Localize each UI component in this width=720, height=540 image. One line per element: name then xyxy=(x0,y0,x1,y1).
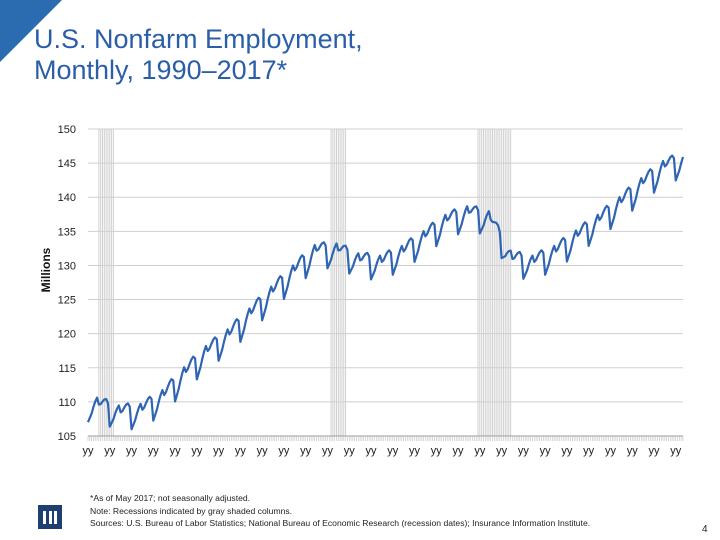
y-tick-label-120: 120 xyxy=(58,329,76,341)
y-tick-label-125: 125 xyxy=(58,295,76,307)
x-tick-label: yy xyxy=(300,445,312,457)
x-tick-label: yy xyxy=(605,445,617,457)
footnote-recession: Note: Recessions indicated by gray shade… xyxy=(90,505,293,516)
x-tick-label: yy xyxy=(561,445,573,457)
y-axis-ticks: 105 110 115 120 125 130 135 140 145 150 xyxy=(58,124,76,443)
x-tick-label: yy xyxy=(148,445,160,457)
y-tick-label-110: 110 xyxy=(58,397,76,409)
x-tick-label: yy xyxy=(496,445,508,457)
x-tick-label: yy xyxy=(387,445,399,457)
recession-column-1 xyxy=(98,129,114,436)
x-tick-label: yy xyxy=(670,445,682,457)
x-tick-label: yy xyxy=(213,445,225,457)
x-tick-label: yy xyxy=(344,445,356,457)
recession-column-3 xyxy=(477,129,512,436)
iii-logo-icon xyxy=(38,505,62,529)
x-tick-label: yy xyxy=(257,445,269,457)
footnote-sources: Sources: U.S. Bureau of Labor Statistics… xyxy=(90,518,591,528)
x-tick-label: yy xyxy=(409,445,421,457)
x-tick-label: yy xyxy=(453,445,465,457)
corner-accent-triangle xyxy=(0,0,62,62)
x-tick-label: yy xyxy=(540,445,552,457)
x-tick-label: yy xyxy=(278,445,290,457)
x-tick-label: yy xyxy=(583,445,595,457)
x-tick-label: yy xyxy=(104,445,116,457)
series-line-nonfarm-employment xyxy=(86,154,685,431)
y-tick-label-145: 145 xyxy=(58,158,76,170)
x-tick-label: yy xyxy=(235,445,247,457)
footnotes: *As of May 2017; not seasonally adjusted… xyxy=(90,492,590,530)
x-tick-label: yy xyxy=(474,445,486,457)
recession-columns xyxy=(98,129,512,436)
x-tick-label: yy xyxy=(518,445,530,457)
x-axis-ticks: yy yy yy yy yy yy yy yy yy yy yy yy yy yy yy yy yy yy yy yy… xyxy=(83,435,684,457)
y-tick-label-130: 130 xyxy=(58,260,76,272)
x-tick-label: yy xyxy=(170,445,182,457)
y-tick-label-115: 115 xyxy=(58,363,76,375)
y-axis-label: Millions xyxy=(39,247,53,292)
x-tick-label: yy xyxy=(126,445,138,457)
slide-title: U.S. Nonfarm Employment, Monthly, 1990–2… xyxy=(34,24,654,86)
y-tick-label-105: 105 xyxy=(58,431,76,443)
y-tick-label-150: 150 xyxy=(58,124,76,136)
x-tick-label: yy xyxy=(627,445,639,457)
x-tick-label: yy xyxy=(322,445,334,457)
x-tick-label: yy xyxy=(365,445,377,457)
x-tick-label: yy xyxy=(431,445,443,457)
title-line-1: U.S. Nonfarm Employment, xyxy=(34,24,363,54)
footnote-asof: *As of May 2017; not seasonally adjusted… xyxy=(90,493,251,503)
title-line-2: Monthly, 1990–2017* xyxy=(34,55,288,85)
y-tick-label-140: 140 xyxy=(58,192,76,204)
x-tick-label: yy xyxy=(648,445,660,457)
page-number: 4 xyxy=(702,524,708,535)
x-tick-label: yy xyxy=(83,445,95,457)
x-tick-label: yy xyxy=(191,445,203,457)
y-tick-label-135: 135 xyxy=(58,226,76,238)
recession-column-2 xyxy=(330,129,347,436)
